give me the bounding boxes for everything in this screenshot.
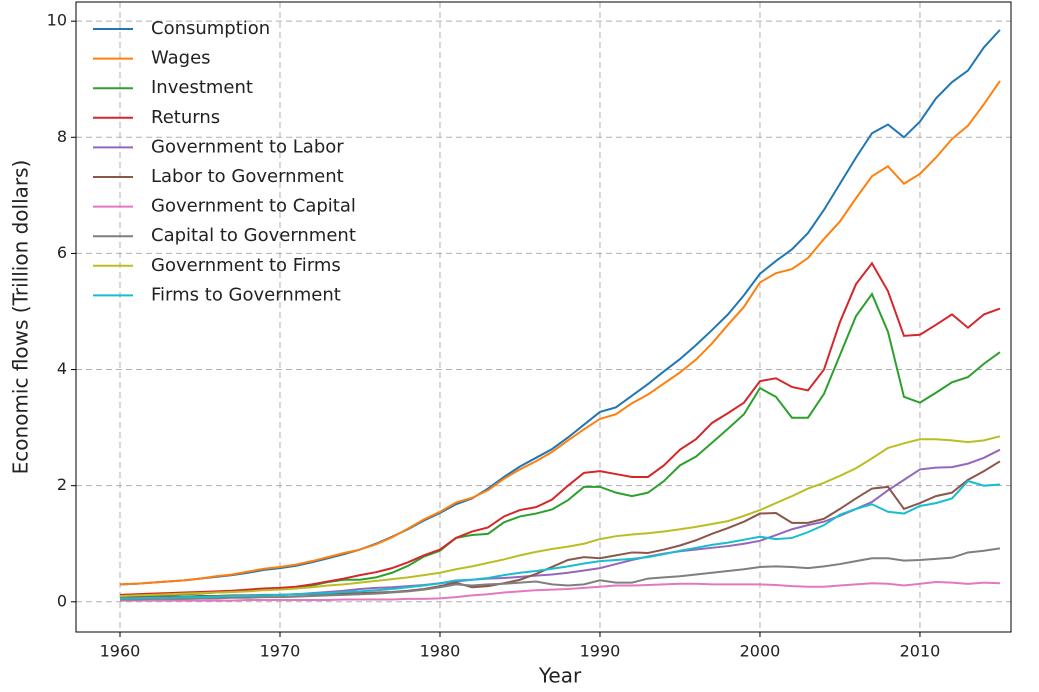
y-tick-label: 0 [57, 591, 67, 610]
legend-label: Government to Capital [151, 196, 356, 217]
y-tick-label: 8 [57, 127, 67, 146]
line [120, 479, 1001, 600]
line [119, 261, 1001, 596]
legend-label: Government to Firms [151, 255, 341, 276]
x-tick-label: 1980 [420, 642, 461, 661]
line [119, 435, 1001, 597]
legend-label: Wages [151, 48, 211, 69]
line [119, 29, 1001, 586]
legend-label: Firms to Government [151, 284, 341, 305]
x-tick-label: 1990 [580, 642, 621, 661]
line [120, 547, 1001, 601]
y-tick-label: 2 [57, 475, 67, 494]
y-tick-label: 4 [57, 359, 67, 378]
y-tick-label: 6 [57, 243, 67, 262]
x-tick-label: 1970 [260, 642, 301, 661]
y-axis-label: Economic flows (Trillion dollars) [9, 160, 33, 475]
legend: Consumption Wages Investment Returns Governm… [93, 18, 356, 305]
line [120, 581, 1000, 602]
line [119, 448, 1001, 600]
legend-label: Returns [151, 107, 220, 128]
legend-label: Consumption [151, 18, 270, 39]
legend-label: Capital to Government [151, 225, 356, 246]
x-axis-label: Year [538, 664, 582, 688]
line [120, 460, 1001, 599]
x-tick-label: 2010 [900, 642, 941, 661]
y-tick-label: 10 [47, 11, 67, 30]
legend-label: Government to Labor [151, 136, 344, 157]
legend-label: Investment [151, 77, 253, 98]
legend-label: Labor to Government [151, 166, 344, 187]
x-tick-label: 2000 [740, 642, 781, 661]
line [119, 80, 1001, 586]
x-tick-label: 1960 [100, 642, 141, 661]
plot-frame [75, 1, 1012, 633]
